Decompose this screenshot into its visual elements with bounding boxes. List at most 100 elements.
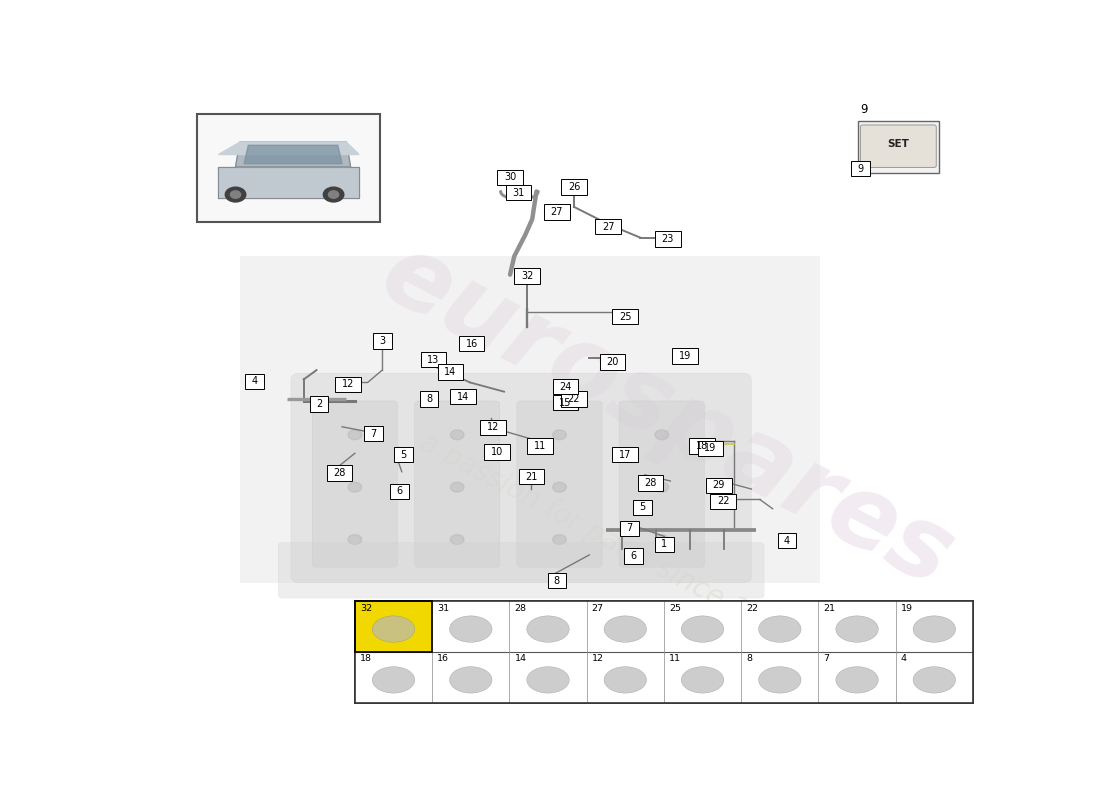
Bar (858, 121, 938, 173)
Bar (497, 170, 522, 185)
Bar (613, 309, 638, 324)
Bar (484, 444, 510, 460)
Bar (432, 652, 509, 702)
Bar (620, 521, 639, 536)
FancyBboxPatch shape (517, 401, 602, 567)
Bar (818, 652, 895, 702)
Text: 10: 10 (491, 447, 504, 457)
Bar (438, 364, 463, 380)
Ellipse shape (759, 666, 801, 693)
FancyBboxPatch shape (619, 401, 704, 567)
Text: 4: 4 (901, 654, 906, 663)
Bar (552, 395, 579, 410)
Text: 7: 7 (626, 523, 632, 534)
FancyBboxPatch shape (860, 125, 936, 167)
Bar (638, 475, 663, 490)
Text: 17: 17 (619, 450, 631, 459)
Text: 20: 20 (606, 357, 618, 367)
Bar (561, 391, 586, 406)
Bar (654, 231, 681, 246)
Text: 16: 16 (465, 338, 477, 349)
Ellipse shape (450, 666, 492, 693)
Bar (586, 601, 664, 652)
Text: 19: 19 (704, 443, 716, 454)
Text: 25: 25 (619, 311, 631, 322)
Text: 23: 23 (661, 234, 674, 244)
Text: 12: 12 (342, 379, 354, 390)
Circle shape (323, 187, 344, 202)
Text: 31: 31 (513, 188, 525, 198)
Bar (450, 389, 476, 404)
Circle shape (450, 430, 464, 440)
Text: 18: 18 (695, 441, 708, 451)
Polygon shape (235, 142, 351, 167)
Bar (355, 601, 432, 652)
Text: 19: 19 (901, 603, 913, 613)
Bar (197, 114, 381, 222)
Text: 5: 5 (400, 450, 407, 459)
Ellipse shape (681, 666, 724, 693)
Bar (355, 601, 974, 702)
Bar (509, 652, 586, 702)
Text: 22: 22 (746, 603, 758, 613)
Bar (527, 438, 552, 454)
Ellipse shape (372, 616, 415, 642)
Text: 32: 32 (360, 603, 372, 613)
Text: eurospares: eurospares (364, 225, 968, 608)
Text: 4: 4 (251, 376, 257, 386)
Text: 5: 5 (639, 502, 646, 513)
Circle shape (552, 534, 567, 545)
Bar (240, 256, 820, 582)
Ellipse shape (681, 616, 724, 642)
Text: 1: 1 (661, 539, 668, 550)
Bar (600, 354, 625, 370)
Bar (394, 447, 412, 462)
Text: 31: 31 (438, 603, 450, 613)
FancyBboxPatch shape (290, 373, 751, 582)
Bar (895, 601, 974, 652)
Text: 21: 21 (525, 472, 538, 482)
Polygon shape (219, 167, 359, 198)
Bar (373, 334, 392, 349)
Circle shape (654, 534, 669, 545)
Text: 11: 11 (534, 441, 546, 451)
Text: 12: 12 (487, 422, 499, 433)
Circle shape (348, 482, 362, 492)
Text: 26: 26 (568, 182, 580, 192)
Text: 30: 30 (504, 172, 516, 182)
Ellipse shape (604, 666, 647, 693)
Bar (895, 652, 974, 702)
Bar (741, 601, 818, 652)
Text: 6: 6 (396, 486, 403, 497)
Bar (664, 601, 741, 652)
Bar (327, 466, 352, 481)
Text: 14: 14 (515, 654, 527, 663)
Bar (672, 348, 697, 364)
Ellipse shape (372, 666, 415, 693)
Bar (654, 537, 673, 552)
Circle shape (450, 482, 464, 492)
Text: 28: 28 (645, 478, 657, 488)
Text: 22: 22 (717, 496, 729, 506)
Text: 2: 2 (316, 399, 322, 409)
Bar (711, 494, 736, 509)
Text: 15: 15 (559, 398, 572, 408)
Bar (697, 441, 723, 456)
Bar (544, 204, 570, 219)
Text: 8: 8 (554, 576, 560, 586)
FancyBboxPatch shape (312, 401, 397, 567)
Bar (355, 652, 432, 702)
Text: 3: 3 (379, 336, 385, 346)
Text: 14: 14 (444, 367, 456, 377)
Ellipse shape (913, 666, 956, 693)
Ellipse shape (759, 616, 801, 642)
Text: 4: 4 (784, 536, 790, 546)
FancyBboxPatch shape (415, 401, 499, 567)
Bar (515, 268, 540, 283)
Bar (509, 601, 586, 652)
Ellipse shape (913, 616, 956, 642)
Bar (595, 219, 620, 234)
Bar (706, 478, 732, 493)
Text: 16: 16 (438, 654, 449, 663)
Bar (818, 601, 895, 652)
